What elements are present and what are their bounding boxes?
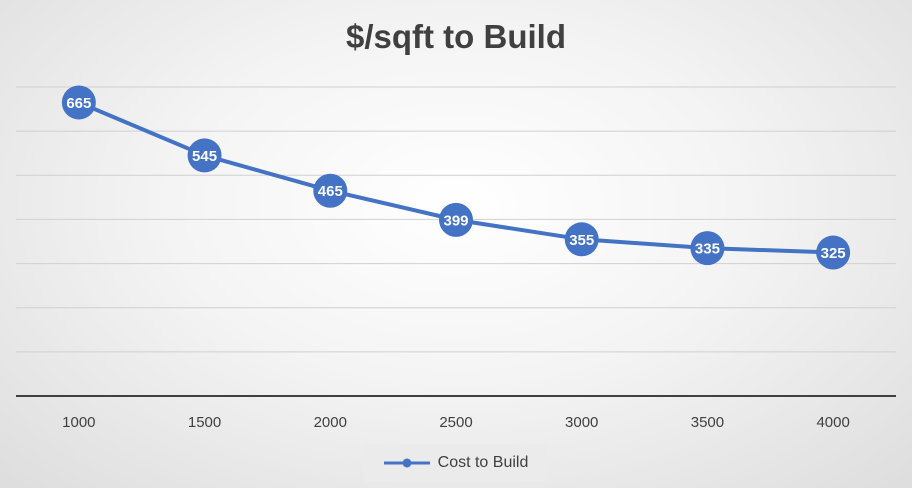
data-point: [816, 235, 851, 270]
data-point: [439, 202, 473, 237]
x-tick-label: 3000: [565, 414, 598, 431]
legend-label: Cost to Build: [437, 454, 529, 471]
x-tick-label: 2000: [314, 414, 347, 431]
x-tick-label: 2500: [439, 414, 472, 431]
x-tick-label: 4000: [816, 414, 849, 431]
legend-marker: [383, 458, 430, 468]
data-label: 335: [695, 241, 720, 258]
data-point: [187, 138, 222, 173]
data-label: 355: [569, 232, 594, 249]
data-label: 545: [192, 148, 217, 165]
data-point: [690, 231, 725, 266]
data-point: [564, 222, 599, 257]
data-label: 325: [821, 245, 846, 262]
x-tick-label: 1000: [62, 414, 95, 431]
data-point: [61, 85, 96, 120]
data-label: 399: [443, 212, 468, 229]
legend: Cost to Build: [364, 444, 546, 482]
data-label: 665: [66, 95, 91, 112]
x-tick-label: 3500: [691, 414, 724, 431]
data-point: [313, 173, 348, 208]
data-label: 465: [318, 183, 343, 200]
chart-title: $/sqft to Build: [346, 18, 566, 55]
x-tick-label: 1500: [188, 414, 221, 431]
